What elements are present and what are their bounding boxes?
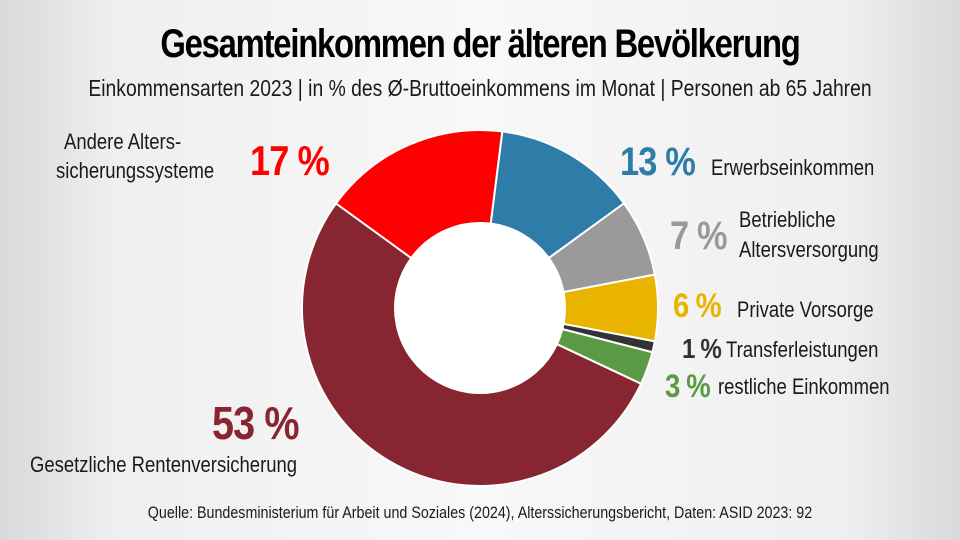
label-andere-line2: sicherungssysteme [56,158,215,183]
label-betrieb-line2: Altersversorgung [739,237,879,262]
source-note: Quelle: Bundesministerium für Arbeit und… [147,503,813,522]
value-label-erwerb: 13 % [620,140,696,184]
chart-subtitle: Einkommensarten 2023 | in % des Ø-Brutto… [88,75,872,101]
value-label-transfer: 1 % [682,333,722,364]
label-betrieb-line1: Betriebliche [739,207,836,232]
value-label-privat: 6 % [673,287,722,325]
donut-hole [395,223,565,393]
label-rest: restliche Einkommen [718,374,890,399]
chart-title: Gesamteinkommen der älteren Bevölkerung [160,22,800,66]
value-label-andere: 17 % [250,137,330,184]
value-label-betrieb: 7 % [670,214,728,258]
label-transfer: Transferleistungen [726,337,879,362]
label-erwerb: Erwerbseinkommen [711,155,875,180]
label-andere-line1: Andere Alters- [64,129,182,154]
label-privat: Private Vorsorge [737,297,874,322]
value-label-rest: 3 % [665,368,711,404]
value-label-grv: 53 % [212,397,300,449]
label-grv: Gesetzliche Rentenversicherung [30,452,298,477]
